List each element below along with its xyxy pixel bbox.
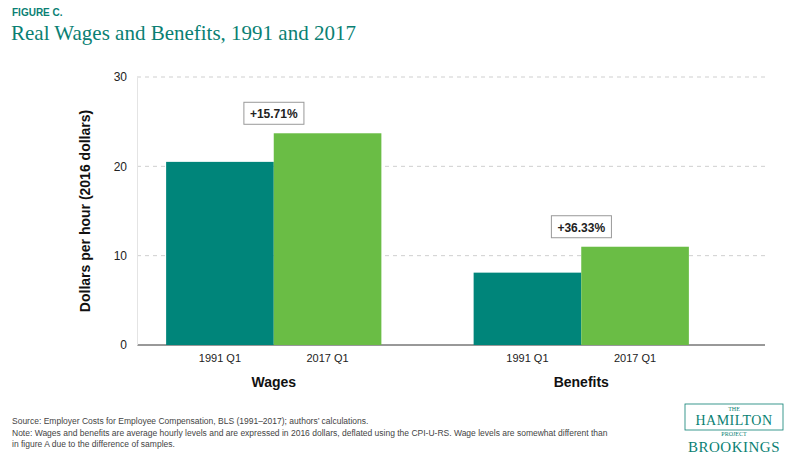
logo-text: THE [728,406,740,412]
y-tick: 20 [114,160,137,174]
series-labels: 1991 Q1 2017 Q1 1991 Q1 2017 Q1 [199,352,656,364]
logo-box [685,404,783,430]
annotation-text: +36.33% [557,221,605,235]
annotation-box [244,102,304,124]
category-label: Benefits [554,374,609,390]
source: Source: Employer Costs for Employee Comp… [12,416,368,426]
y-axis: 0 10 20 30 [114,70,138,352]
y-axis-title: Dollars per hour (2016 dollars) [77,110,93,312]
y-tick: 0 [120,338,137,352]
logo-text: HAMILTON [695,413,772,428]
grid [137,77,765,345]
annotations: +15.71% +36.33% [244,102,612,237]
grid-line [137,77,765,78]
y-tick-label: 20 [114,160,128,174]
series-label: 2017 Q1 [306,352,348,364]
figure-label: FIGURE C. [12,7,63,18]
bar [581,247,689,345]
y-tick: 30 [114,70,137,84]
annotation: +36.33% [551,216,611,238]
annotation: +15.71% [244,102,304,124]
bars [166,133,689,345]
category-label: Wages [251,374,296,390]
annotation-box [551,216,611,238]
note: Note: Wages and benefits are average hou… [12,428,608,438]
x-axis: Wages Benefits [251,374,609,390]
y-tick-label: 0 [120,338,127,352]
note: in figure A due to the difference of sam… [12,439,175,449]
y-axis-line [137,78,138,346]
logo-text: PROJECT [721,431,747,437]
bar [274,133,382,345]
title: Real Wages and Benefits, 1991 and 2017 [11,21,356,45]
y-tick-label: 30 [114,70,128,84]
x-tick: Benefits [554,374,609,390]
bar [166,162,274,345]
bar [474,273,582,345]
y-tick-label: 10 [114,249,128,263]
logo-text: BROOKINGS [688,439,780,455]
logo: THEHAMILTON PROJECT BROOKINGS [685,404,783,455]
annotation-text: +15.71% [250,107,298,121]
y-tick: 10 [114,249,137,263]
series-label: 1991 Q1 [199,352,241,364]
series-label: 1991 Q1 [506,352,548,364]
x-tick: Wages [251,374,296,390]
chart: FIGURE C. Real Wages and Benefits, 1991 a… [0,0,800,456]
series-label: 2017 Q1 [614,352,656,364]
